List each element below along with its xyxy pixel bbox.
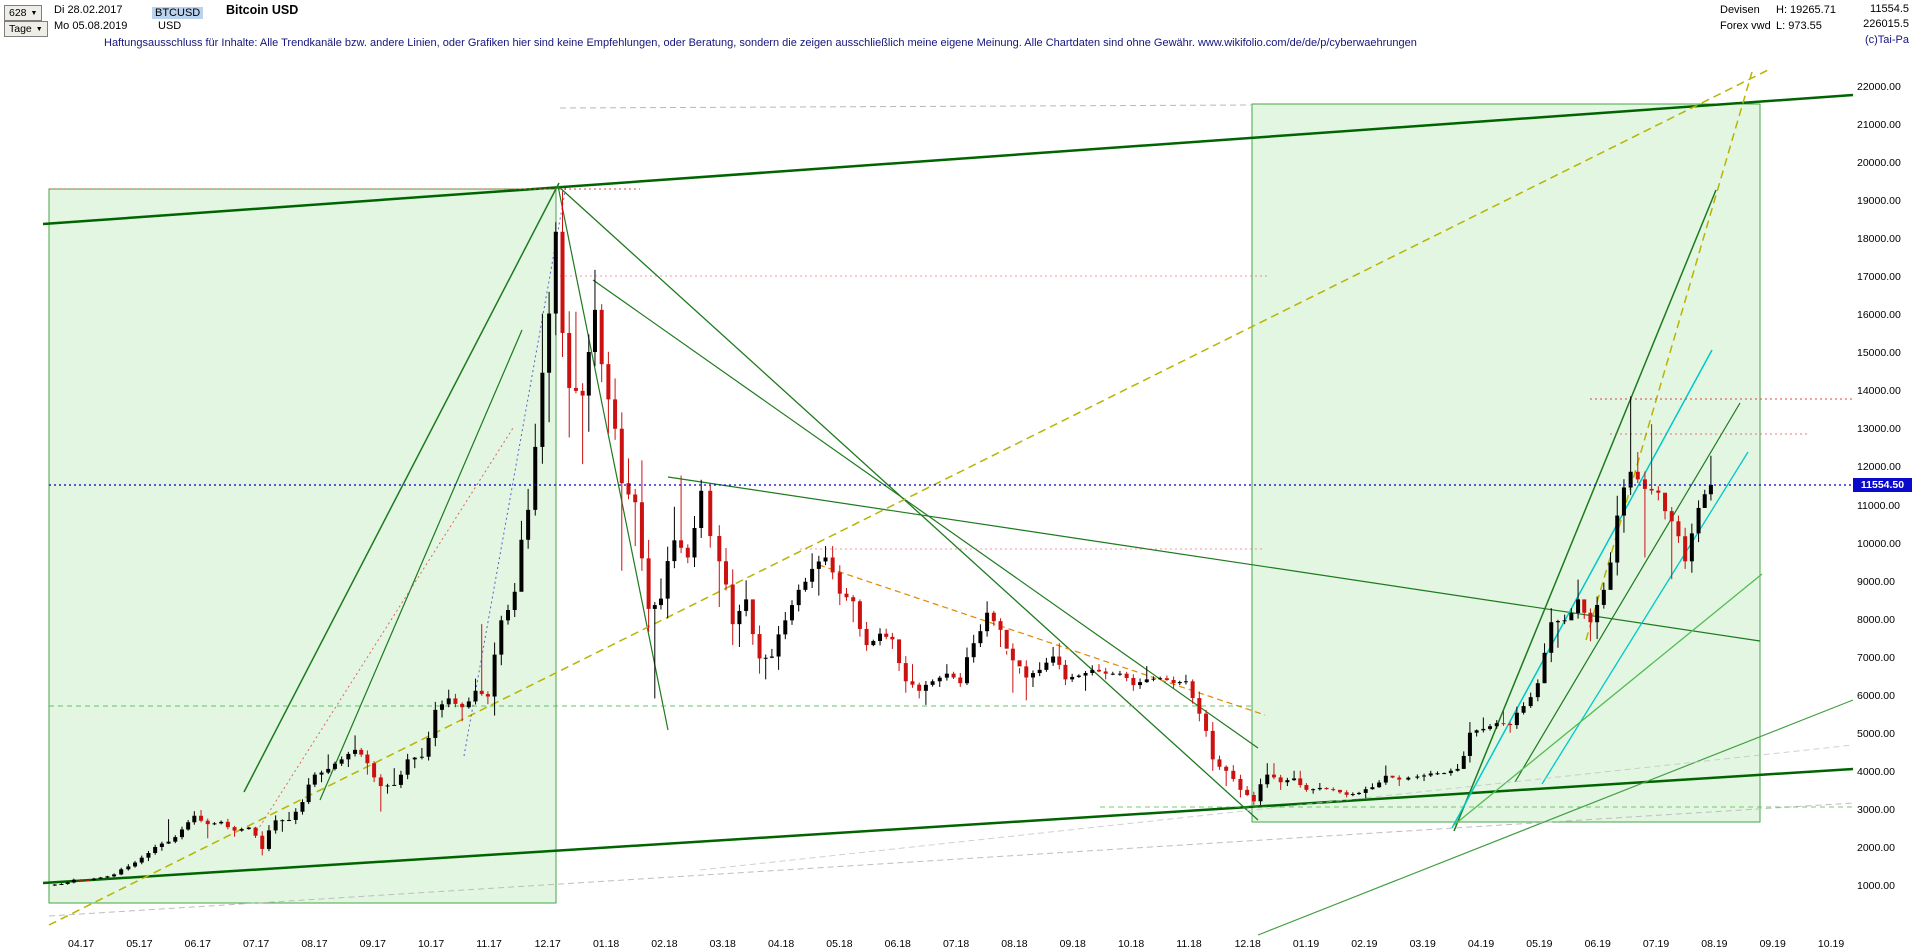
trend-lines-layer: [42, 69, 1854, 936]
symbol-badge[interactable]: BTCUSD: [152, 3, 204, 21]
x-axis-label: 04.18: [767, 938, 795, 950]
x-axis-label: 06.17: [184, 938, 211, 950]
y-axis-label: 20000.00: [1857, 156, 1901, 169]
chevron-down-icon: ▼: [30, 9, 38, 17]
x-axis-label: 08.18: [1001, 938, 1028, 950]
lower-channel-line: [42, 767, 1854, 885]
x-axis-label: 01.18: [592, 938, 620, 950]
trend-boxes-layer: [48, 103, 1761, 904]
y-axis-label: 16000.00: [1857, 309, 1901, 322]
symbol-label: BTCUSD: [152, 7, 204, 19]
x-axis-label: 08.17: [301, 938, 328, 950]
cyan-trend-2: [1541, 451, 1749, 785]
x-axis-label: 08.19: [1701, 938, 1728, 950]
y-axis-label: 4000.00: [1857, 766, 1895, 779]
x-axis-label: 11.18: [1176, 938, 1202, 950]
y-axis-label: 8000.00: [1857, 613, 1895, 626]
period-value: Tage: [9, 23, 32, 35]
x-axis-label: 10.17: [417, 938, 445, 950]
y-axis-label: 21000.00: [1857, 118, 1901, 131]
y-axis-label: 6000.00: [1857, 690, 1895, 703]
rally-support-2017: [243, 182, 560, 793]
projection-box-2017: [48, 188, 557, 904]
x-axis-label: 11.17: [476, 938, 502, 950]
y-axis-label: 7000.00: [1857, 651, 1895, 664]
x-axis-label: 04.19: [1467, 938, 1495, 950]
x-axis-label: 05.19: [1526, 938, 1553, 950]
current-price-tag: 11554.50: [1853, 478, 1912, 492]
currency-label: USD: [158, 20, 182, 32]
x-axis-label: 09.17: [359, 938, 386, 950]
y-axis-label: 1000.00: [1857, 880, 1895, 893]
volume-value: 226015.5: [1863, 18, 1909, 30]
downtrend-2018: [592, 279, 1259, 749]
y-axis-label: 9000.00: [1857, 575, 1895, 588]
x-axis-label: 06.19: [1584, 938, 1611, 950]
candlestick-series: [52, 191, 1713, 886]
x-axis-label: 02.18: [651, 938, 678, 950]
y-axis-label: 10000.00: [1857, 537, 1901, 550]
rally-inner-2017: [319, 329, 523, 801]
x-axis-label: 12.17: [534, 938, 561, 950]
x-axis-label: 10.19: [1817, 938, 1845, 950]
olive-steep-dash: [1585, 71, 1753, 641]
olive-longterm-dash: [48, 69, 1769, 926]
chart-end-date: Mo 05.08.2019: [54, 20, 128, 32]
y-axis-label: 5000.00: [1857, 728, 1895, 741]
y-axis-label: 13000.00: [1857, 423, 1901, 436]
period-dropdown[interactable]: Tage ▼: [4, 19, 48, 37]
gray-bottom-dash-2: [699, 744, 1854, 871]
period-low-label: L: 973.55: [1776, 20, 1822, 32]
chevron-down-icon: ▼: [35, 25, 43, 33]
y-axis-label: 12000.00: [1857, 461, 1901, 474]
peak-downtrend-long: [557, 185, 1259, 821]
gray-bottom-dash-1: [48, 802, 1854, 917]
copyright-label: (c)Tai-Pa: [1864, 34, 1909, 46]
last-value: 11554.5: [1870, 3, 1909, 15]
y-axis-label: 2000.00: [1857, 842, 1895, 855]
x-axis-label: 09.19: [1759, 938, 1786, 950]
cyan-trend-1: [1451, 349, 1713, 829]
instrument-title: Bitcoin USD: [226, 3, 299, 17]
rise-2019-second: [1514, 402, 1741, 783]
y-axis-label: 22000.00: [1857, 80, 1901, 93]
blue-rally-dotted: [463, 185, 567, 757]
bars-count-value: 628: [9, 7, 27, 19]
y-axis-label: 3000.00: [1857, 804, 1895, 817]
x-axis-label: 03.19: [1409, 938, 1436, 950]
x-axis-label: 07.17: [242, 938, 270, 950]
x-axis-label: 01.19: [1292, 938, 1320, 950]
y-axis-label: 17000.00: [1857, 270, 1901, 283]
period-high-label: H: 19265.71: [1776, 4, 1836, 16]
x-axis-label: 07.19: [1642, 938, 1670, 950]
x-axis-label: 03.18: [709, 938, 736, 950]
bars-count-dropdown[interactable]: 628 ▼: [4, 3, 43, 21]
y-axis-label: 14000.00: [1857, 385, 1901, 398]
x-axis-label: 07.18: [942, 938, 970, 950]
bottom-right-cross: [1257, 699, 1854, 936]
x-axis-label: 06.18: [884, 938, 911, 950]
x-axis-label: 02.19: [1351, 938, 1378, 950]
feed-label: Forex vwd: [1720, 20, 1771, 32]
y-axis-label: 18000.00: [1857, 232, 1901, 245]
x-axis-label: 12.18: [1234, 938, 1261, 950]
y-axis-label: 11000.00: [1857, 499, 1901, 512]
x-axis-label: 10.18: [1117, 938, 1145, 950]
x-axis-label: 04.17: [68, 938, 95, 950]
x-axis-label: 05.17: [126, 938, 153, 950]
chart-start-date: Di 28.02.2017: [54, 4, 123, 16]
peak-drop-steep: [557, 185, 669, 731]
gray-top-dash: [559, 104, 1253, 109]
y-axis-label: 19000.00: [1857, 194, 1901, 207]
disclaimer-text: Haftungsausschluss für Inhalte: Alle Tre…: [104, 37, 1417, 49]
y-axis-label: 15000.00: [1857, 347, 1901, 360]
upper-channel-line: [42, 93, 1854, 226]
x-axis-label: 09.18: [1059, 938, 1086, 950]
orange-downtrend-dash: [818, 564, 1266, 716]
x-axis-label: 05.18: [826, 938, 853, 950]
projection-box-2019: [1251, 103, 1761, 823]
market-label: Devisen: [1720, 4, 1760, 16]
